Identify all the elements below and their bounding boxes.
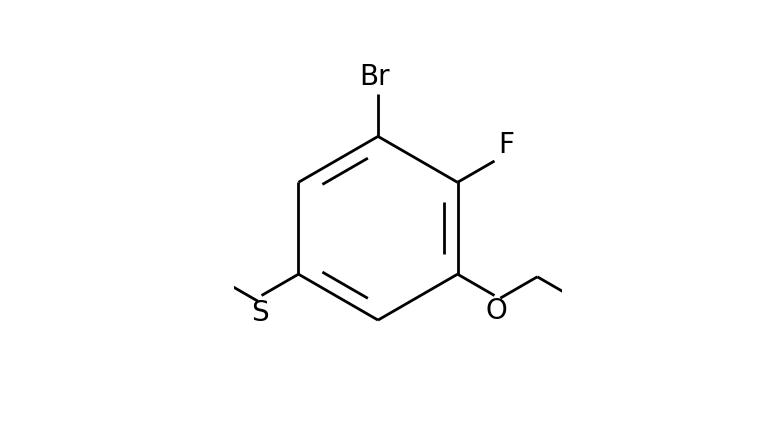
Text: F: F <box>497 131 514 159</box>
Text: O: O <box>485 297 507 325</box>
Text: Br: Br <box>359 63 390 91</box>
Text: S: S <box>251 299 268 327</box>
